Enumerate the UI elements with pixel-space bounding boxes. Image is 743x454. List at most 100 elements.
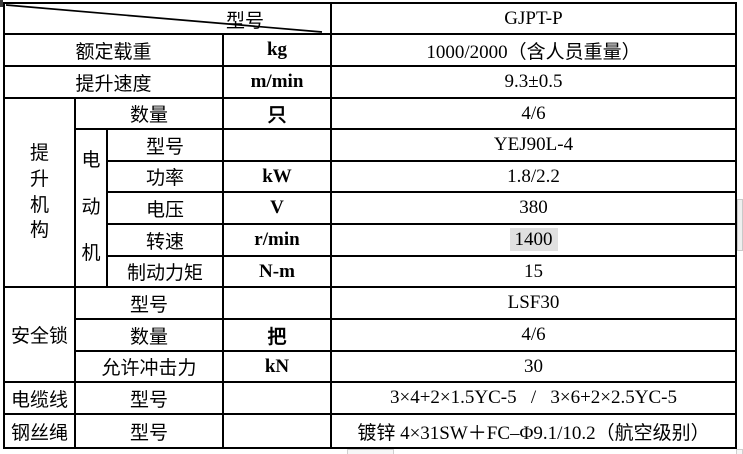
rated-load-value: 1000/2000（含人员重量）: [426, 41, 641, 63]
cable-model-value: 3×4+2×1.5YC-5 / 3×6+2×2.5YC-5: [389, 387, 677, 408]
lock-qty-label-cell[interactable]: 数量: [74, 318, 224, 352]
lock-model-unit-cell[interactable]: [222, 286, 332, 320]
motor-voltage-label: 电压: [145, 199, 184, 221]
lift-speed-unit-cell[interactable]: m/min: [222, 65, 332, 99]
rope-group-label: 钢丝绳: [10, 422, 68, 444]
rated-load-unit-cell[interactable]: kg: [222, 33, 332, 67]
cable-model-value-cell[interactable]: 3×4+2×1.5YC-5 / 3×6+2×2.5YC-5: [330, 381, 737, 415]
lock-impact-label: 允许冲击力: [101, 358, 197, 379]
hoist-group-label: 提升机构: [29, 143, 49, 242]
motor-voltage-value-cell[interactable]: 380: [330, 191, 737, 225]
table-row: 提升速度 m/min 9.3±0.5: [3, 65, 737, 99]
rated-load-label-cell[interactable]: 额定载重: [3, 33, 224, 67]
hoist-qty-label-cell[interactable]: 数量: [74, 97, 224, 130]
diagonal-line-icon: [6, 5, 323, 32]
lock-impact-unit-cell[interactable]: kN: [222, 350, 332, 383]
motor-brake-label: 制动力矩: [126, 263, 203, 284]
table-row: 制动力矩 N-m 15: [4, 255, 737, 288]
table-row: 提升机构 数量 只 4/6: [3, 97, 737, 288]
motor-power-value: 1.8/2.2: [507, 165, 560, 187]
table-row: 数量 把 4/6: [4, 318, 737, 352]
rope-group-cell[interactable]: 钢丝绳: [3, 413, 76, 449]
motor-group-cell[interactable]: 电动机: [74, 128, 108, 288]
motor-model-label: 型号: [145, 136, 184, 158]
motor-speed-unit: r/min: [254, 229, 300, 250]
motor-speed-value-highlighted: 1400: [509, 228, 558, 251]
motor-brake-unit: N-m: [259, 260, 295, 282]
lock-qty-unit: 把: [267, 326, 287, 348]
lift-speed-label: 提升速度: [75, 73, 152, 95]
hoist-qty-label: 数量: [129, 105, 168, 126]
table-row: 额定载重 kg 1000/2000（含人员重量）: [3, 33, 737, 67]
motor-voltage-value: 380: [519, 197, 548, 218]
motor-power-value-cell[interactable]: 1.8/2.2: [330, 160, 737, 193]
motor-speed-value-cell[interactable]: 1400: [330, 223, 737, 257]
lift-speed-label-cell[interactable]: 提升速度: [3, 65, 224, 99]
motor-group-label: 电动机: [81, 150, 101, 265]
motor-brake-value-cell[interactable]: 15: [330, 255, 737, 288]
bottom-right-ui-fragment: [736, 449, 743, 454]
lift-speed-value: 9.3±0.5: [504, 71, 563, 92]
motor-model-value-cell[interactable]: YEJ90L-4: [330, 128, 737, 162]
motor-speed-label: 转速: [145, 231, 184, 253]
motor-brake-label-cell[interactable]: 制动力矩: [106, 255, 224, 288]
motor-power-unit-cell[interactable]: kW: [222, 160, 332, 193]
table-row: 功率 kW 1.8/2.2: [4, 160, 737, 193]
cable-model-label: 型号: [129, 389, 168, 411]
lock-model-label-cell[interactable]: 型号: [74, 286, 224, 320]
cable-model-label-cell[interactable]: 型号: [74, 381, 224, 415]
lock-qty-value-cell[interactable]: 4/6: [330, 318, 737, 352]
motor-power-label-cell[interactable]: 功率: [106, 160, 224, 193]
safety-lock-group-cell[interactable]: 安全锁: [3, 286, 76, 383]
table-row: 安全锁 型号 LSF30: [3, 286, 737, 383]
motor-model-unit-cell[interactable]: [222, 128, 332, 162]
lock-impact-unit: kN: [264, 355, 290, 377]
cable-group-label: 电缆线: [10, 389, 68, 411]
motor-voltage-unit: V: [270, 197, 284, 218]
motor-speed-unit-cell[interactable]: r/min: [222, 223, 332, 257]
rope-model-value-cell[interactable]: 镀锌 4×31SW＋FC–Φ9.1/10.2（航空级别）: [330, 413, 737, 449]
rope-model-unit-cell[interactable]: [222, 413, 332, 449]
motor-voltage-unit-cell[interactable]: V: [222, 191, 332, 225]
lift-speed-unit: m/min: [250, 71, 304, 92]
rated-load-value-cell[interactable]: 1000/2000（含人员重量）: [330, 33, 737, 67]
model-value-cell[interactable]: GJPT-P: [330, 2, 737, 35]
rated-load-label: 额定载重: [75, 41, 152, 63]
safety-lock-group-label: 安全锁: [10, 326, 68, 347]
table-corner-handle-fragment: [0, 0, 3, 7]
rated-load-unit: kg: [266, 39, 288, 60]
lock-qty-unit-cell[interactable]: 把: [222, 318, 332, 352]
cable-model-unit-cell[interactable]: [222, 381, 332, 415]
motor-brake-value: 15: [524, 260, 543, 282]
lift-speed-value-cell[interactable]: 9.3±0.5: [330, 65, 737, 99]
corner-label: 型号: [225, 11, 264, 32]
lock-impact-value-cell[interactable]: 30: [330, 350, 737, 383]
hoist-qty-value-cell[interactable]: 4/6: [330, 97, 737, 130]
rope-model-label: 型号: [129, 422, 168, 444]
table-row: 型号 GJPT-P: [3, 2, 737, 35]
motor-power-label: 功率: [145, 168, 184, 189]
hoist-group-cell[interactable]: 提升机构: [3, 97, 76, 288]
diagonal-header-cell[interactable]: 型号: [3, 2, 332, 35]
table-row: 电缆线 型号 3×4+2×1.5YC-5 / 3×6+2×2.5YC-5: [3, 381, 737, 415]
table-row: 电动机 型号 YEJ90L-4: [4, 128, 737, 288]
rope-model-value: 镀锌 4×31SW＋FC–Φ9.1/10.2（航空级别）: [357, 422, 710, 444]
motor-voltage-label-cell[interactable]: 电压: [106, 191, 224, 225]
motor-power-unit: kW: [262, 165, 292, 187]
cable-group-cell[interactable]: 电缆线: [3, 381, 76, 415]
table-row: 允许冲击力 kN 30: [4, 350, 737, 383]
hoist-qty-value: 4/6: [521, 102, 546, 124]
motor-brake-unit-cell[interactable]: N-m: [222, 255, 332, 288]
lock-impact-label-cell[interactable]: 允许冲击力: [74, 350, 224, 383]
hoist-qty-unit-cell[interactable]: 只: [222, 97, 332, 130]
motor-model-label-cell[interactable]: 型号: [106, 128, 224, 162]
table-row: 钢丝绳 型号 镀锌 4×31SW＋FC–Φ9.1/10.2（航空级别）: [3, 413, 737, 449]
motor-model-value: YEJ90L-4: [493, 134, 574, 155]
bottom-ui-fragment: [347, 449, 394, 454]
rope-model-label-cell[interactable]: 型号: [74, 413, 224, 449]
motor-speed-label-cell[interactable]: 转速: [106, 223, 224, 257]
table-row: 电压 V 380: [4, 191, 737, 225]
lock-model-value-cell[interactable]: LSF30: [330, 286, 737, 320]
scrollbar-fragment[interactable]: [737, 199, 743, 251]
